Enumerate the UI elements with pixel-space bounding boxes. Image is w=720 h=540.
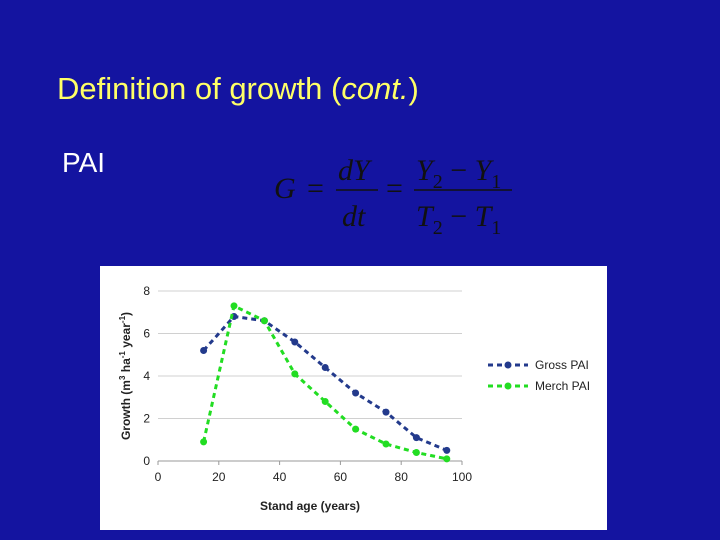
y-label-part: 3 (118, 375, 127, 380)
sym: − (443, 154, 475, 187)
x-tick-label: 20 (212, 470, 226, 484)
data-point (321, 398, 329, 405)
y-label-part: -1 (118, 315, 127, 323)
data-point (443, 455, 451, 463)
formula-num: dY (338, 154, 373, 187)
y-axis-label: Growth (m3 ha-1 year-1) (118, 312, 133, 440)
y-label-part: year (119, 323, 133, 351)
data-point (321, 364, 329, 371)
data-point (352, 389, 360, 397)
y-tick-label: 0 (143, 454, 150, 468)
data-point (382, 408, 390, 416)
data-point (412, 434, 420, 442)
sym: T (416, 200, 435, 233)
y-tick-label: 4 (143, 369, 150, 383)
formula-num: Y2 − Y1 (416, 154, 501, 193)
x-tick-label: 40 (273, 470, 287, 484)
formula-den: dt (342, 200, 366, 233)
formula-den: T2 − T1 (416, 200, 501, 239)
sub: 2 (433, 171, 443, 193)
formula: G = dY dt = Y2 − Y1 T2 − T1 (274, 154, 512, 239)
x-tick-label: 100 (452, 470, 472, 484)
sym: Y (475, 154, 495, 187)
formula-eq: = (386, 172, 403, 205)
chart-panel (100, 266, 607, 530)
title-part: ) (409, 71, 419, 106)
y-label-part: Growth (m (119, 380, 133, 440)
sym: Y (416, 154, 436, 187)
legend-label: Gross PAI (535, 358, 589, 372)
y-label-part: ) (119, 312, 133, 316)
y-tick-label: 6 (143, 327, 150, 341)
data-point (200, 438, 208, 446)
x-axis-label: Stand age (years) (260, 499, 360, 513)
sym: − (443, 200, 475, 233)
title-part: cont. (341, 71, 408, 106)
formula-lhs: G (274, 172, 296, 205)
sub: 1 (491, 171, 501, 193)
x-tick-label: 60 (334, 470, 348, 484)
slide-title: Definition of growth (cont.) (57, 71, 419, 106)
sub: 1 (491, 217, 501, 239)
title-part: Definition of growth ( (57, 71, 342, 106)
series-line (202, 303, 448, 461)
data-point (382, 440, 390, 448)
data-point (260, 317, 268, 325)
formula-eq: = (307, 172, 324, 205)
data-point (412, 449, 420, 456)
legend-marker (504, 361, 512, 369)
data-point (352, 425, 360, 433)
x-tick-label: 0 (155, 470, 162, 484)
data-point (230, 302, 238, 310)
legend-label: Merch PAI (535, 379, 590, 393)
y-label-part: ha (119, 358, 133, 376)
y-label-part: -1 (118, 351, 127, 359)
legend-marker (504, 382, 512, 390)
sym: T (475, 200, 494, 233)
data-point (291, 370, 299, 378)
y-tick-label: 2 (143, 412, 150, 426)
data-point (200, 347, 208, 354)
data-point (443, 446, 451, 454)
label: PAI (62, 147, 105, 178)
data-point (291, 338, 299, 346)
y-tick-label: 8 (143, 284, 150, 298)
sub: 2 (433, 217, 443, 239)
x-tick-label: 80 (395, 470, 409, 484)
